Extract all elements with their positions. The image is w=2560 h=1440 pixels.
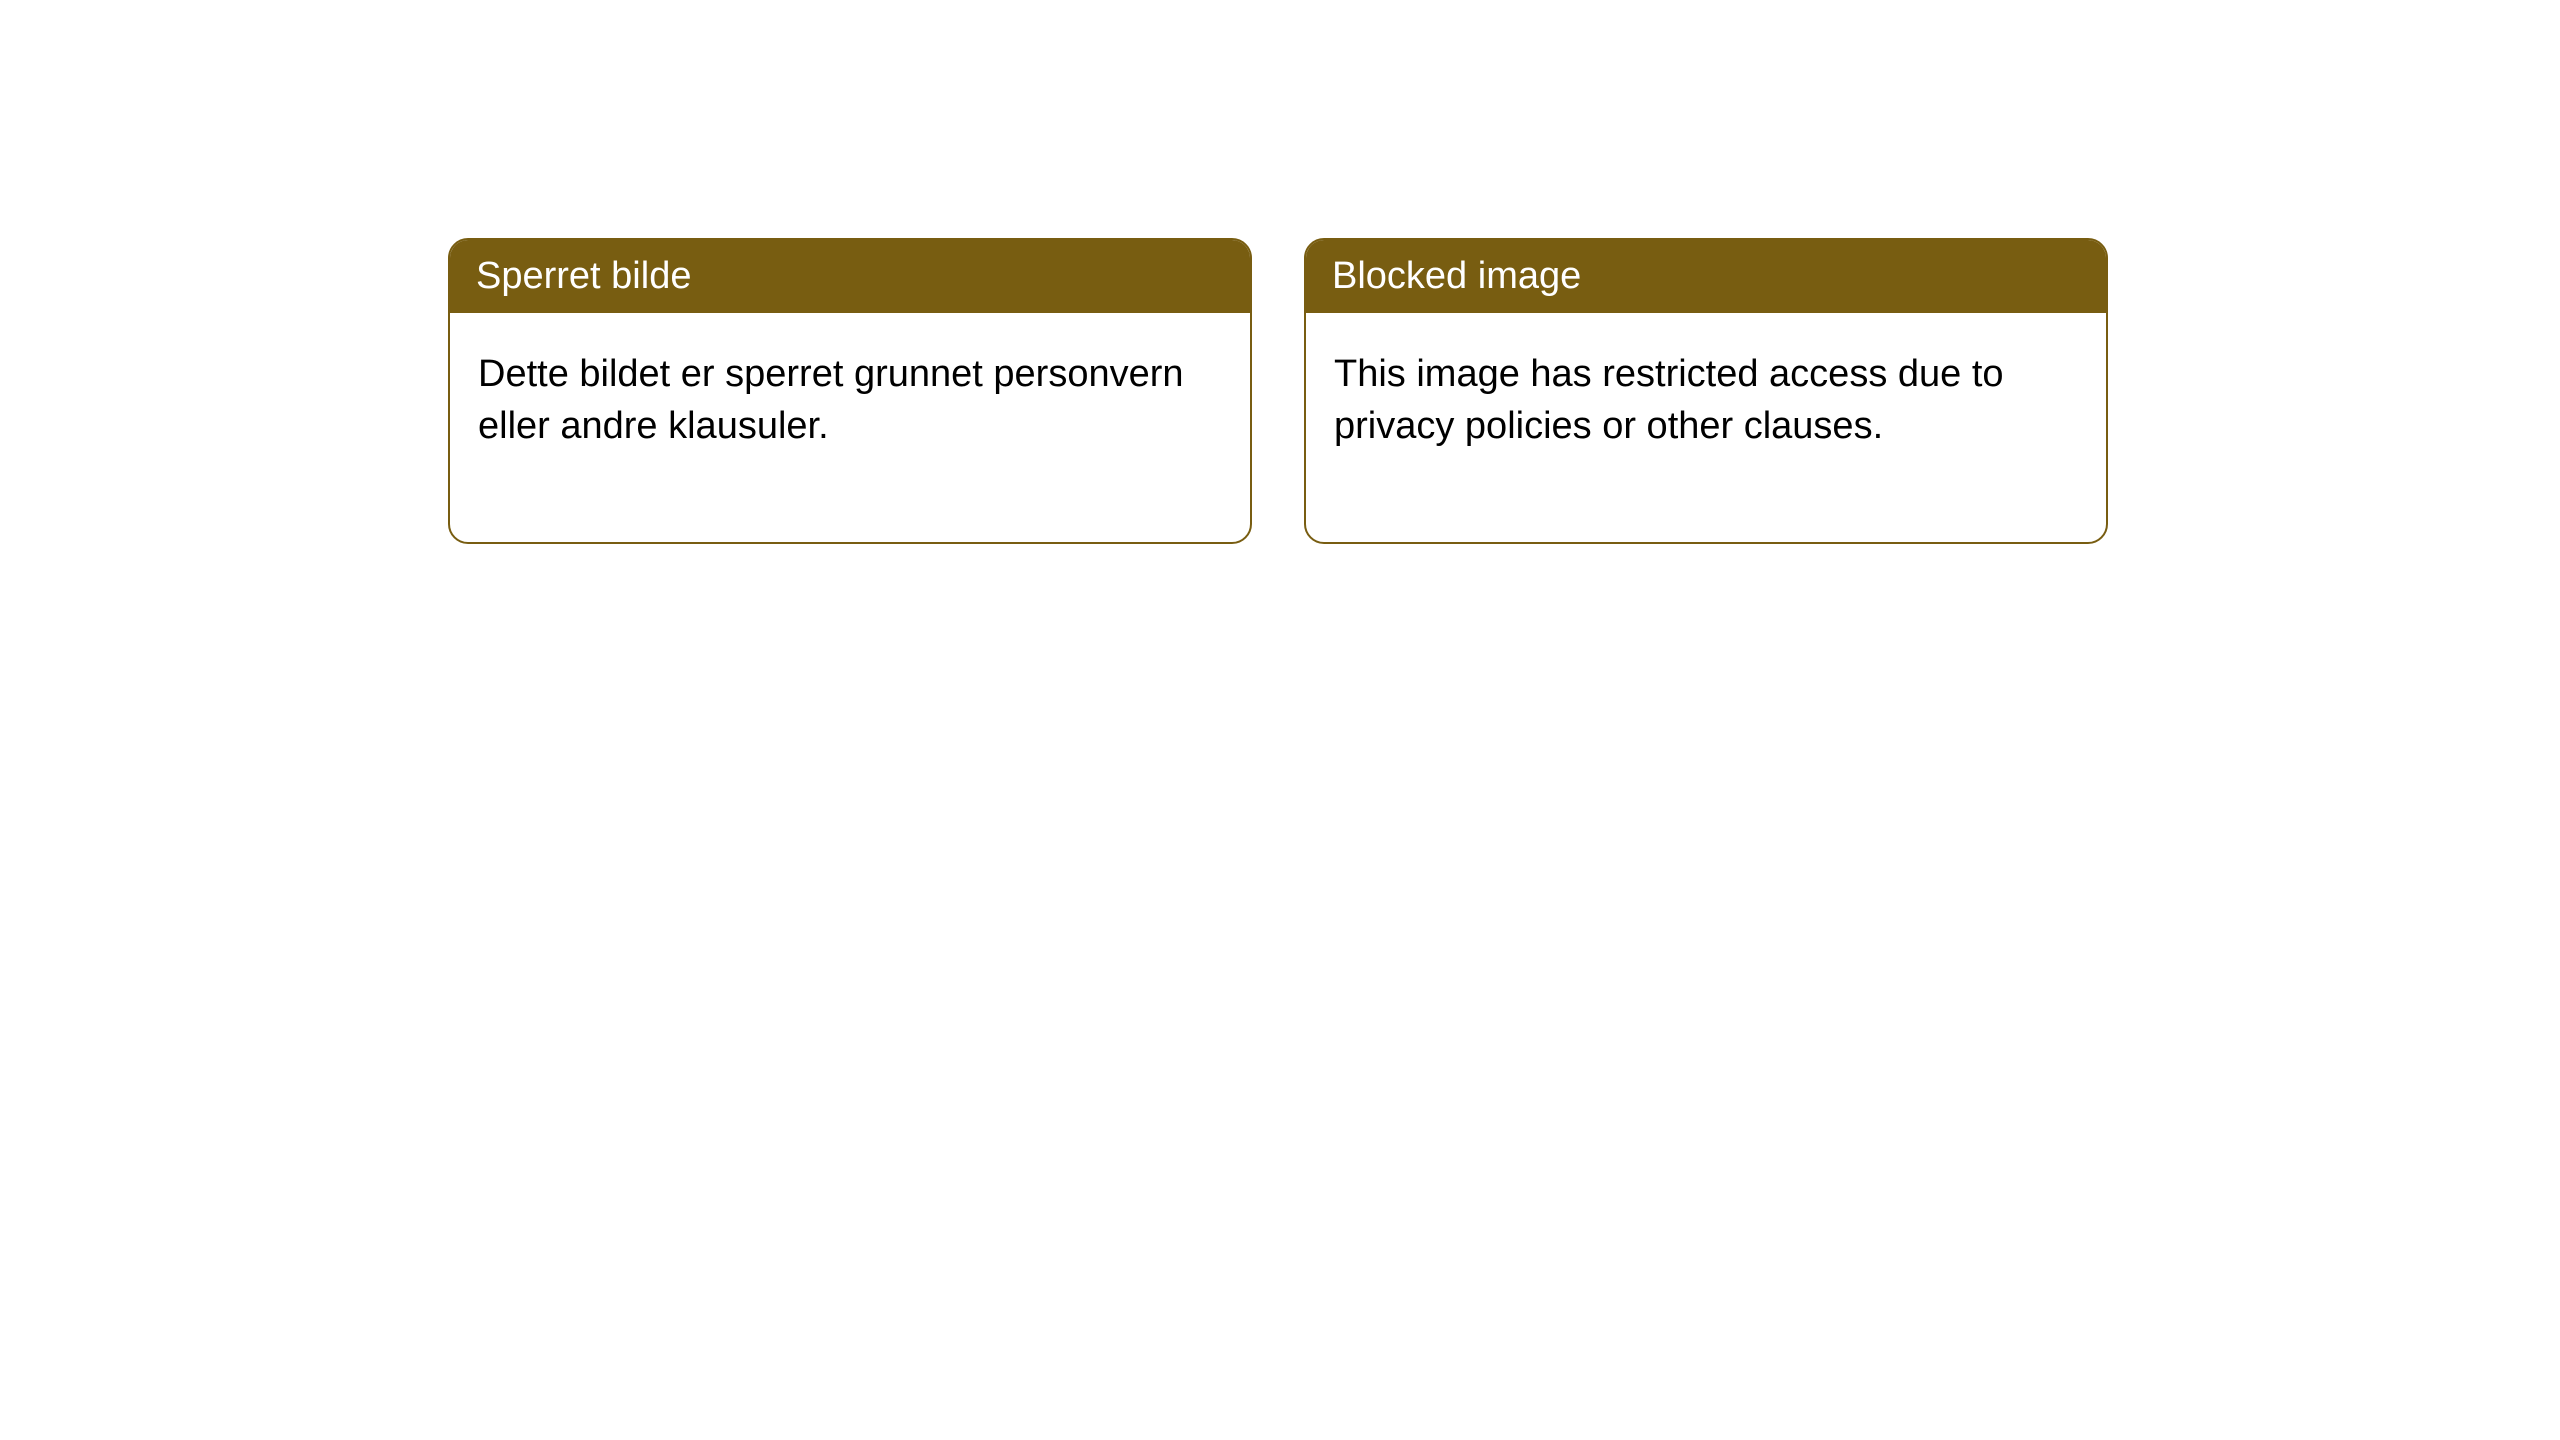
notice-card-english: Blocked image This image has restricted … xyxy=(1304,238,2108,544)
card-title: Sperret bilde xyxy=(476,255,691,297)
card-body: Dette bildet er sperret grunnet personve… xyxy=(450,313,1250,542)
card-body-text: Dette bildet er sperret grunnet personve… xyxy=(478,353,1184,446)
card-body-text: This image has restricted access due to … xyxy=(1334,353,2004,446)
card-header: Sperret bilde xyxy=(450,240,1250,313)
card-body: This image has restricted access due to … xyxy=(1306,313,2106,542)
card-title: Blocked image xyxy=(1332,255,1581,297)
notice-cards-container: Sperret bilde Dette bildet er sperret gr… xyxy=(0,0,2560,544)
card-header: Blocked image xyxy=(1306,240,2106,313)
notice-card-norwegian: Sperret bilde Dette bildet er sperret gr… xyxy=(448,238,1252,544)
